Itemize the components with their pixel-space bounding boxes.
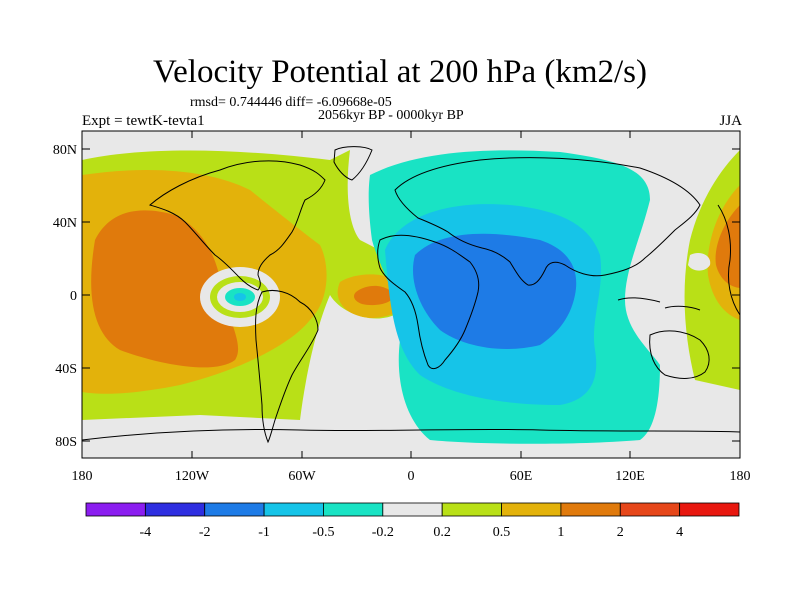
positive-contour-1-east — [715, 205, 740, 288]
colorbar-swatch — [679, 502, 740, 517]
colorbar-label: 4 — [676, 525, 683, 540]
coastline-east-asia-edge — [717, 204, 740, 316]
colorbar-label: -1 — [258, 525, 270, 540]
lat-axis-labels: 80N 40N 0 40S 80S — [53, 143, 77, 450]
lon-label-180e: 180 — [730, 469, 751, 484]
lat-label-80n: 80N — [53, 143, 77, 158]
lat-label-0: 0 — [70, 289, 77, 304]
negative-ring-center-2 — [234, 293, 246, 301]
colorbar-label: 1 — [557, 525, 564, 540]
coastline-north-america — [148, 160, 326, 291]
colorbar-label: 2 — [617, 525, 624, 540]
lon-label-60w: 60W — [288, 469, 316, 484]
colorbar-swatch — [85, 502, 146, 517]
lat-label-40n: 40N — [53, 216, 77, 231]
coastline-africa — [377, 234, 480, 370]
lon-label-120e: 120E — [615, 469, 645, 484]
map-field — [82, 131, 740, 458]
lat-label-80s: 80S — [55, 435, 77, 450]
rmsd-diff-label: rmsd= 0.744446 diff= -6.09668e-05 — [190, 95, 392, 110]
lon-label-60e: 60E — [510, 469, 533, 484]
lat-label-40s: 40S — [55, 362, 77, 377]
colorbar-swatch — [263, 502, 324, 517]
colorbar-swatch — [560, 502, 621, 517]
colorbar-label: 0.5 — [493, 525, 511, 540]
colorbar — [85, 502, 740, 517]
coastline-greenland — [333, 146, 373, 181]
season-label: JJA — [719, 113, 742, 129]
page-title: Velocity Potential at 200 hPa (km2/s) — [152, 54, 648, 90]
colorbar-swatch — [382, 502, 443, 517]
coastlines — [82, 146, 740, 444]
coastline-south-america — [255, 289, 319, 444]
colorbar-label: -0.2 — [372, 525, 394, 540]
colorbar-swatch — [323, 502, 384, 517]
colorbar-swatch — [204, 502, 265, 517]
colorbar-label: -0.5 — [312, 525, 334, 540]
colorbar-label: -2 — [199, 525, 211, 540]
lon-label-120w: 120W — [175, 469, 210, 484]
coastline-eurasia — [394, 157, 701, 286]
experiment-label: Expt = tewtK-tevta1 — [82, 113, 205, 129]
coastline-australia — [649, 330, 710, 379]
axis-ticks — [82, 131, 740, 458]
negative-contour-1 — [412, 233, 577, 350]
coastline-indonesia — [617, 297, 701, 311]
colorbar-swatch — [501, 502, 562, 517]
positive-contour-1-pacific — [91, 210, 239, 368]
colorbar-swatch — [144, 502, 206, 517]
colorbar-label: -4 — [140, 525, 152, 540]
lon-axis-labels: 180 120W 60W 0 60E 120E 180 — [72, 469, 751, 484]
positive-contour-1-atlantic — [354, 285, 395, 306]
lon-label-0: 0 — [408, 469, 415, 484]
colorbar-swatch — [619, 502, 681, 517]
coastline-antarctica — [82, 428, 740, 441]
colorbar-labels: -4 -2 -1 -0.5 -0.2 0.2 0.5 1 2 4 — [140, 525, 684, 540]
lon-label-180w: 180 — [72, 469, 93, 484]
period-label: 2056kyr BP - 0000kyr BP — [318, 108, 464, 123]
colorbar-label: 0.2 — [433, 525, 451, 540]
negative-patch-east — [688, 253, 711, 271]
colorbar-swatch — [441, 502, 502, 517]
